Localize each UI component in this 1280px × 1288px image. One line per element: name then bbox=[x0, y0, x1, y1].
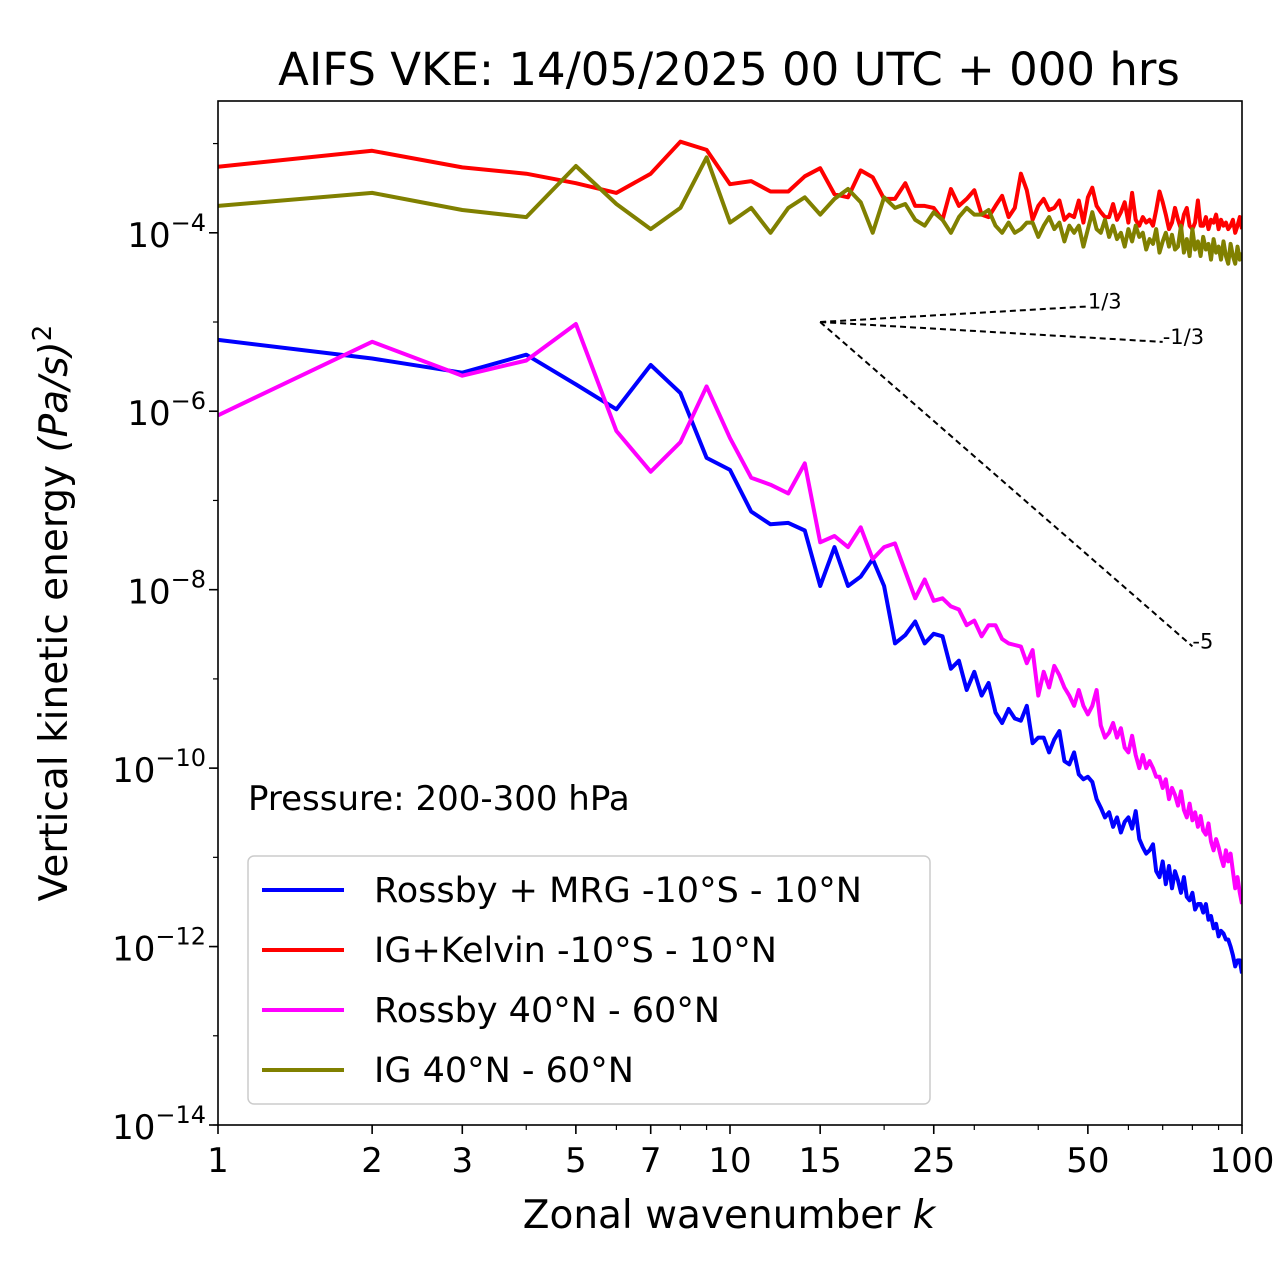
x-tick-label: 10 bbox=[708, 1141, 751, 1181]
y-tick-label: 10−14 bbox=[112, 1101, 206, 1148]
x-tick-label: 50 bbox=[1066, 1141, 1109, 1181]
y-tick-label: 10−4 bbox=[127, 209, 206, 256]
x-tick-label: 7 bbox=[640, 1141, 662, 1181]
legend-label-1: IG+Kelvin -10°S - 10°N bbox=[374, 931, 777, 971]
x-tick-label: 25 bbox=[912, 1141, 955, 1181]
y-axis-label: Vertical kinetic energy (Pa/s)2 bbox=[28, 325, 77, 902]
slope-line-0 bbox=[820, 305, 1088, 324]
y-axis-unit: (Pa/s) bbox=[32, 341, 77, 452]
legend-label-0: Rossby + MRG -10°S - 10°N bbox=[374, 871, 862, 911]
x-tick-label: 3 bbox=[451, 1141, 473, 1181]
slope-label-1: -1/3 bbox=[1163, 325, 1204, 349]
legend: Rossby + MRG -10°S - 10°N IG+Kelvin -10°S… bbox=[247, 855, 931, 1105]
slope-line-2 bbox=[819, 321, 1194, 648]
series-line-1 bbox=[218, 139, 1242, 235]
x-axis-ticks: 1 2 3 5 7 10 15 25 50 100 bbox=[207, 1125, 1274, 1181]
y-axis-unit-exponent: 2 bbox=[28, 325, 58, 342]
slope-line-1 bbox=[820, 321, 1163, 343]
slope-label-0: 1/3 bbox=[1088, 289, 1122, 313]
y-tick-label: 10−12 bbox=[112, 923, 206, 970]
x-tick-label: 1 bbox=[207, 1141, 229, 1181]
x-tick-label: 2 bbox=[361, 1141, 383, 1181]
x-axis-label: Zonal wavenumber k bbox=[523, 1193, 937, 1238]
x-tick-label: 15 bbox=[799, 1141, 842, 1181]
x-tick-label: 5 bbox=[565, 1141, 587, 1181]
series-line-2 bbox=[218, 322, 1242, 905]
series-line-3 bbox=[218, 155, 1242, 266]
chart-title: AIFS VKE: 14/05/2025 00 UTC + 000 hrs bbox=[278, 43, 1180, 96]
pressure-annotation: Pressure: 200-300 hPa bbox=[248, 779, 630, 819]
slope-label-2: -5 bbox=[1192, 629, 1213, 653]
reference-slopes: 1/3 -1/3 -5 bbox=[819, 289, 1213, 653]
legend-box bbox=[247, 855, 931, 1105]
x-tick-label: 100 bbox=[1210, 1141, 1275, 1181]
series-layer bbox=[218, 139, 1242, 974]
legend-label-3: IG 40°N - 60°N bbox=[374, 1051, 634, 1091]
y-tick-label: 10−10 bbox=[112, 744, 206, 791]
y-tick-label: 10−6 bbox=[127, 387, 206, 434]
y-axis-ticks: 10−4 10−6 10−8 10−10 10−12 10−14 bbox=[112, 142, 218, 1148]
legend-label-2: Rossby 40°N - 60°N bbox=[374, 991, 720, 1031]
series-line-0 bbox=[218, 337, 1242, 974]
y-tick-label: 10−8 bbox=[127, 566, 206, 613]
